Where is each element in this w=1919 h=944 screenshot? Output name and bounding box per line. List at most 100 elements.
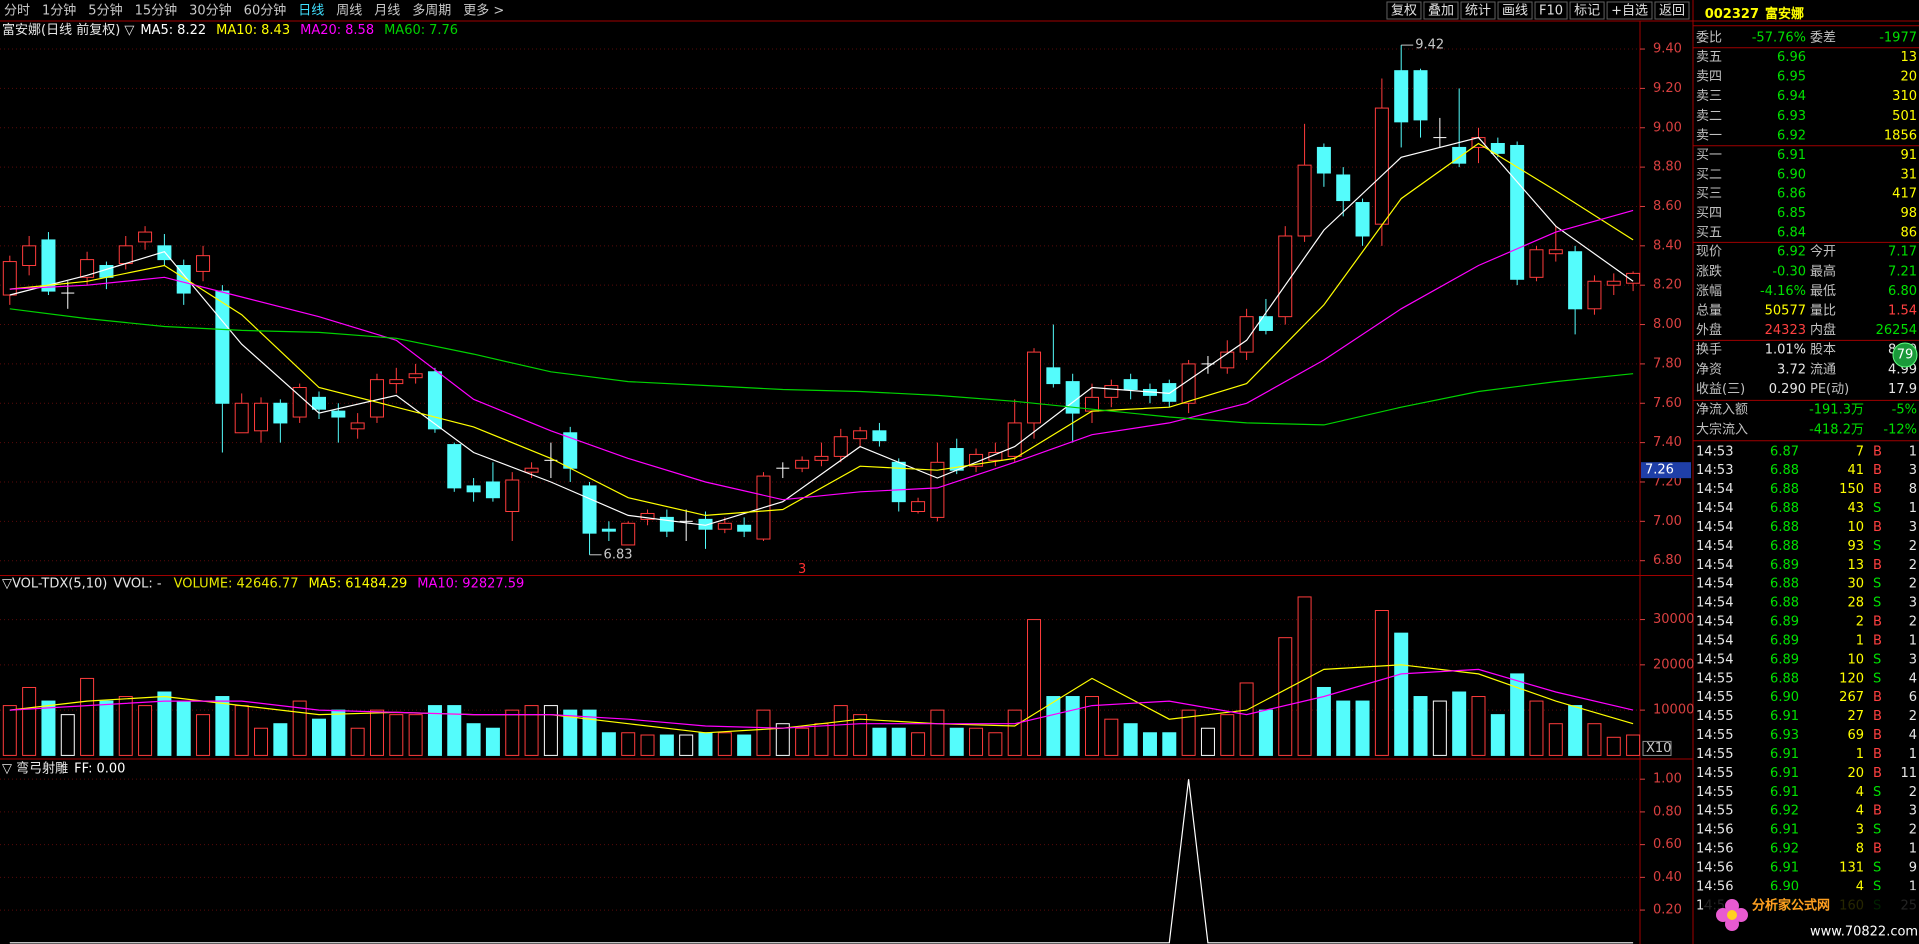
volume-bar (1278, 637, 1293, 756)
tab[interactable]: 1分钟 (42, 3, 76, 19)
volume-bar (988, 732, 1003, 756)
candle-body (1587, 280, 1602, 310)
volume-bar (118, 696, 133, 756)
volume-bar (254, 727, 269, 756)
tab[interactable]: 日线 (298, 4, 324, 19)
badge-text: 79 (1897, 348, 1914, 363)
candle-body (350, 422, 365, 430)
volume-bar (1104, 718, 1119, 756)
trade-price: 6.87 (1770, 444, 1799, 459)
candle-body (273, 402, 288, 424)
y-tick-label: 6.80 (1653, 553, 1682, 568)
candle-body (1027, 351, 1042, 424)
candle-body (1394, 70, 1409, 123)
trade-price: 6.88 (1770, 501, 1799, 516)
bid-label: 买三 (1696, 187, 1722, 202)
trade-count: 3 (1909, 652, 1917, 667)
logo-center (1727, 910, 1737, 920)
tab[interactable]: 多周期 (412, 3, 451, 19)
toolbar-button[interactable]: 返回 (1659, 4, 1685, 19)
trade-volume: 41 (1847, 463, 1864, 478)
toolbar-button[interactable]: F10 (1539, 4, 1563, 19)
toolbar-button[interactable]: +自选 (1611, 4, 1648, 19)
flow-label: 大宗流入 (1696, 421, 1748, 437)
tab[interactable]: 60分钟 (244, 3, 287, 19)
toolbar-button[interactable]: 标记 (1574, 4, 1600, 19)
trade-volume: 43 (1847, 501, 1864, 516)
tab[interactable]: 5分钟 (88, 3, 122, 19)
trade-volume: 4 (1856, 879, 1864, 894)
tab[interactable]: 分时 (4, 4, 30, 19)
tab[interactable]: 周线 (336, 4, 362, 19)
trade-time: 14:55 (1696, 690, 1733, 705)
candle-body (41, 239, 56, 292)
cursor-price-box (1641, 462, 1691, 479)
trade-price: 6.88 (1770, 482, 1799, 497)
trade-time: 14:55 (1696, 804, 1733, 819)
y-tick-label: 8.20 (1653, 278, 1682, 293)
volume-bar (930, 709, 945, 756)
candle-body (1297, 164, 1312, 237)
tab[interactable]: 30分钟 (189, 3, 232, 19)
trade-volume: 69 (1847, 728, 1864, 743)
volume-bar (1394, 632, 1409, 756)
trade-count: 6 (1909, 690, 1917, 705)
volume-bar (1587, 723, 1602, 756)
button-frame (1460, 1, 1496, 20)
volume-bar (485, 727, 500, 756)
trade-time: 14:54 (1696, 539, 1733, 554)
line-series (9, 779, 1634, 944)
trade-price: 6.88 (1770, 539, 1799, 554)
candle-body (814, 455, 829, 461)
candle-body (717, 522, 732, 530)
trade-time: 14:53 (1696, 463, 1733, 478)
trade-count: 2 (1909, 577, 1917, 592)
y-tick-label: 8.60 (1653, 199, 1682, 214)
trade-count: 4 (1909, 728, 1917, 743)
volume-bar (1413, 696, 1428, 756)
tab[interactable]: 月线 (374, 4, 400, 19)
trade-side: S (1873, 539, 1881, 554)
trade-price: 6.89 (1770, 633, 1799, 648)
candle-body (80, 259, 95, 278)
tab[interactable]: 更多 > (463, 3, 504, 19)
candle-body (1220, 351, 1235, 369)
volume-bar (60, 714, 75, 756)
trade-side: S (1873, 596, 1881, 611)
volume-bar (756, 709, 771, 756)
y-tick-label: 9.20 (1653, 81, 1682, 96)
header-text: 0.00 (96, 762, 125, 777)
volume-bar (1200, 727, 1215, 756)
quote-value: 6.80 (1888, 284, 1917, 299)
volume-bar (427, 705, 442, 756)
flow-label: 净流入额 (1696, 403, 1748, 418)
ask-price: 6.94 (1777, 89, 1806, 104)
candle-body (1568, 251, 1583, 310)
line-series (9, 664, 1634, 734)
button-frame (1386, 1, 1422, 20)
bid-label: 买四 (1696, 206, 1722, 221)
quote-value: 1.54 (1888, 303, 1917, 318)
toolbar-button[interactable]: 画线 (1502, 4, 1528, 19)
toolbar-button[interactable]: 叠加 (1428, 4, 1454, 19)
volume-bar (99, 700, 114, 756)
tab[interactable]: 15分钟 (135, 3, 178, 19)
y-tick-label: 7.40 (1653, 435, 1682, 450)
volume-bar (1181, 709, 1196, 756)
trade-time: 14:54 (1696, 652, 1733, 667)
toolbar-button[interactable]: 复权 (1391, 3, 1417, 19)
bid-price: 6.86 (1777, 187, 1806, 202)
volume-bar (717, 732, 732, 756)
candle-body (737, 524, 752, 532)
toolbar-button[interactable]: 统计 (1465, 4, 1491, 19)
bid-price: 6.90 (1777, 167, 1806, 182)
quote-label: PE(动) (1810, 382, 1849, 397)
header-text: VOLUME: (174, 577, 233, 592)
ask-label: 卖二 (1696, 109, 1722, 124)
trade-volume: 7 (1856, 444, 1864, 459)
candle-body (196, 255, 211, 272)
annotation: 9.42 (1415, 38, 1444, 53)
quote-value: 17.9 (1888, 382, 1917, 397)
volume-bar (524, 705, 539, 756)
ask-price: 6.95 (1777, 70, 1806, 85)
